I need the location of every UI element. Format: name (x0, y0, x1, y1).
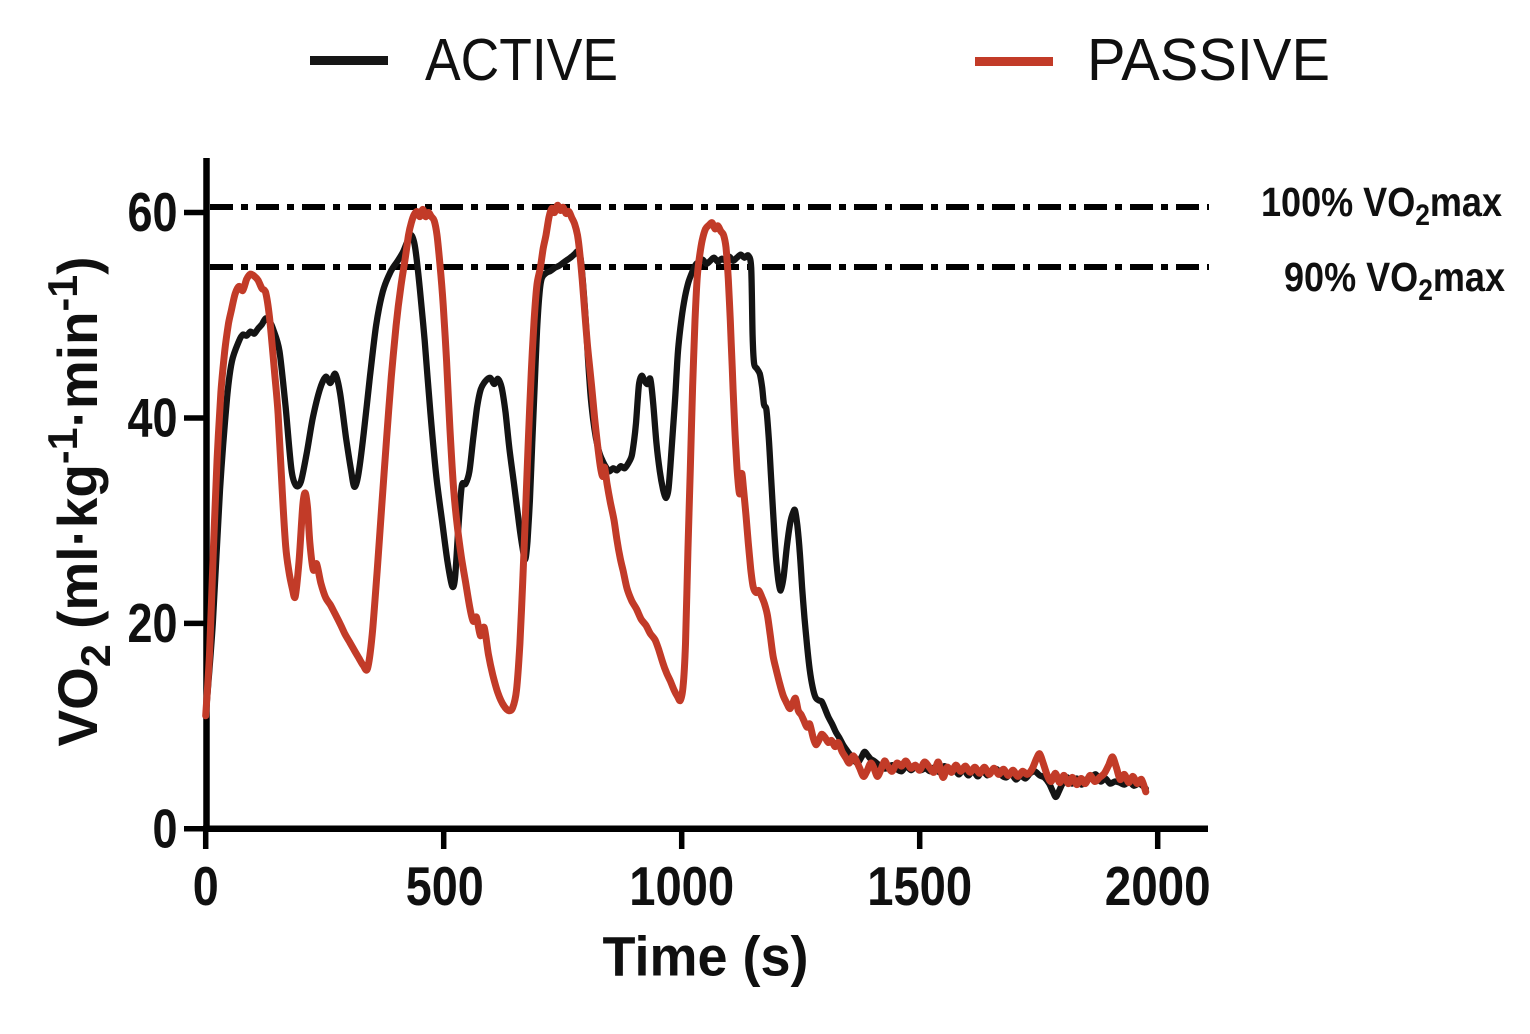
svg-text:0: 0 (193, 855, 219, 917)
svg-text:1000: 1000 (629, 855, 734, 917)
svg-text:PASSIVE: PASSIVE (1087, 27, 1330, 93)
svg-text:90% VO2max: 90% VO2max (1284, 254, 1505, 307)
svg-text:20: 20 (128, 592, 178, 654)
svg-text:VO2 (ml·kg-1·min-1): VO2 (ml·kg-1·min-1) (39, 257, 119, 747)
svg-text:Time (s): Time (s) (603, 925, 809, 988)
svg-text:0: 0 (153, 797, 178, 859)
svg-text:40: 40 (128, 387, 178, 449)
svg-text:60: 60 (128, 181, 178, 243)
svg-text:1500: 1500 (867, 855, 972, 917)
svg-text:100% VO2max: 100% VO2max (1261, 179, 1502, 232)
svg-text:500: 500 (406, 855, 484, 917)
svg-text:2000: 2000 (1105, 855, 1211, 917)
svg-text:ACTIVE: ACTIVE (425, 27, 618, 93)
